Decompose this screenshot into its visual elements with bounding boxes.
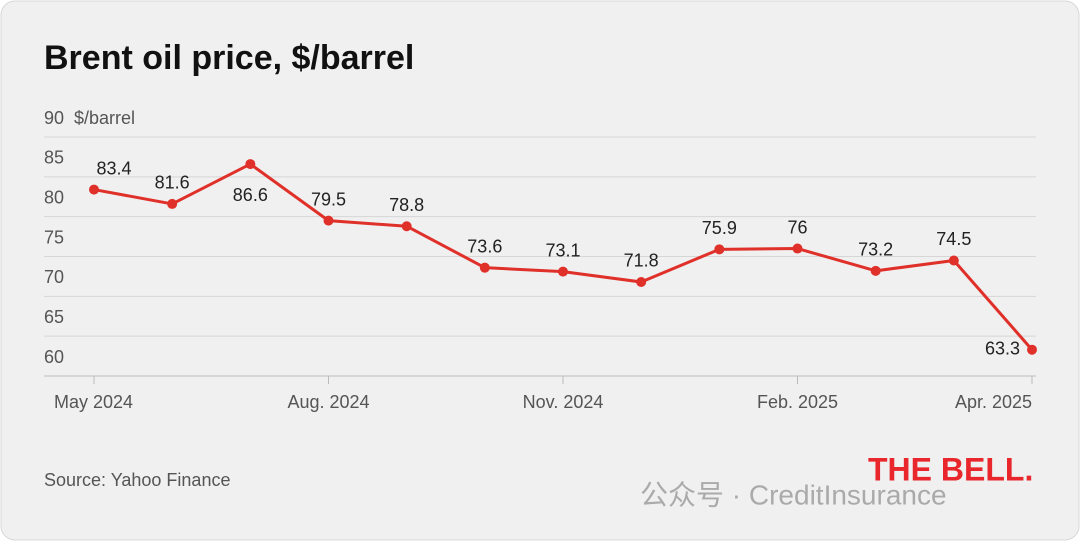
source: Source: Yahoo Finance: [44, 470, 230, 490]
data-label: 86.6: [233, 185, 268, 205]
logo: THE BELL.: [868, 451, 1033, 487]
data-label: 73.1: [545, 240, 580, 260]
y-tick-label: 85: [44, 148, 64, 168]
data-label: 74.5: [936, 229, 971, 249]
point: [714, 244, 725, 255]
point: [636, 276, 647, 287]
y-tick-label: 65: [44, 307, 64, 327]
data-label: 76: [787, 217, 807, 237]
x-tick-label: Apr. 2025: [955, 392, 1032, 412]
y-tick-label: 60: [44, 347, 64, 367]
data-label: 71.8: [624, 251, 659, 271]
y-tick-label: 80: [44, 187, 64, 207]
x-tick-label: Aug. 2024: [287, 392, 369, 412]
y-unit: $/barrel: [74, 108, 135, 128]
x-tick-label: Nov. 2024: [523, 392, 604, 412]
data-label: 81.6: [155, 173, 190, 193]
y-tick-label: 75: [44, 227, 64, 247]
point: [1027, 344, 1037, 355]
data-label: 75.9: [702, 218, 737, 238]
y-tick-label: 90: [44, 108, 64, 128]
x-tick-label: Feb. 2025: [757, 392, 838, 412]
point: [245, 159, 256, 170]
point: [167, 198, 178, 209]
data-label: 73.2: [858, 240, 893, 260]
point: [479, 262, 490, 273]
data-label: 73.6: [467, 236, 502, 256]
data-label: 78.8: [389, 195, 424, 215]
point: [89, 184, 99, 195]
point: [558, 266, 568, 277]
data-label: 79.5: [311, 189, 346, 209]
point: [323, 215, 334, 226]
data-label: 83.4: [96, 158, 131, 178]
y-tick-label: 70: [44, 267, 64, 287]
point: [870, 265, 881, 276]
watermark: 公众号 · CreditInsurance: [640, 479, 947, 510]
chart-title: Brent oil price, $/barrel: [44, 39, 414, 77]
x-tick-label: May 2024: [54, 392, 133, 412]
data-label: 63.3: [985, 338, 1020, 358]
point: [401, 221, 412, 232]
point: [792, 243, 803, 254]
point: [948, 255, 959, 266]
